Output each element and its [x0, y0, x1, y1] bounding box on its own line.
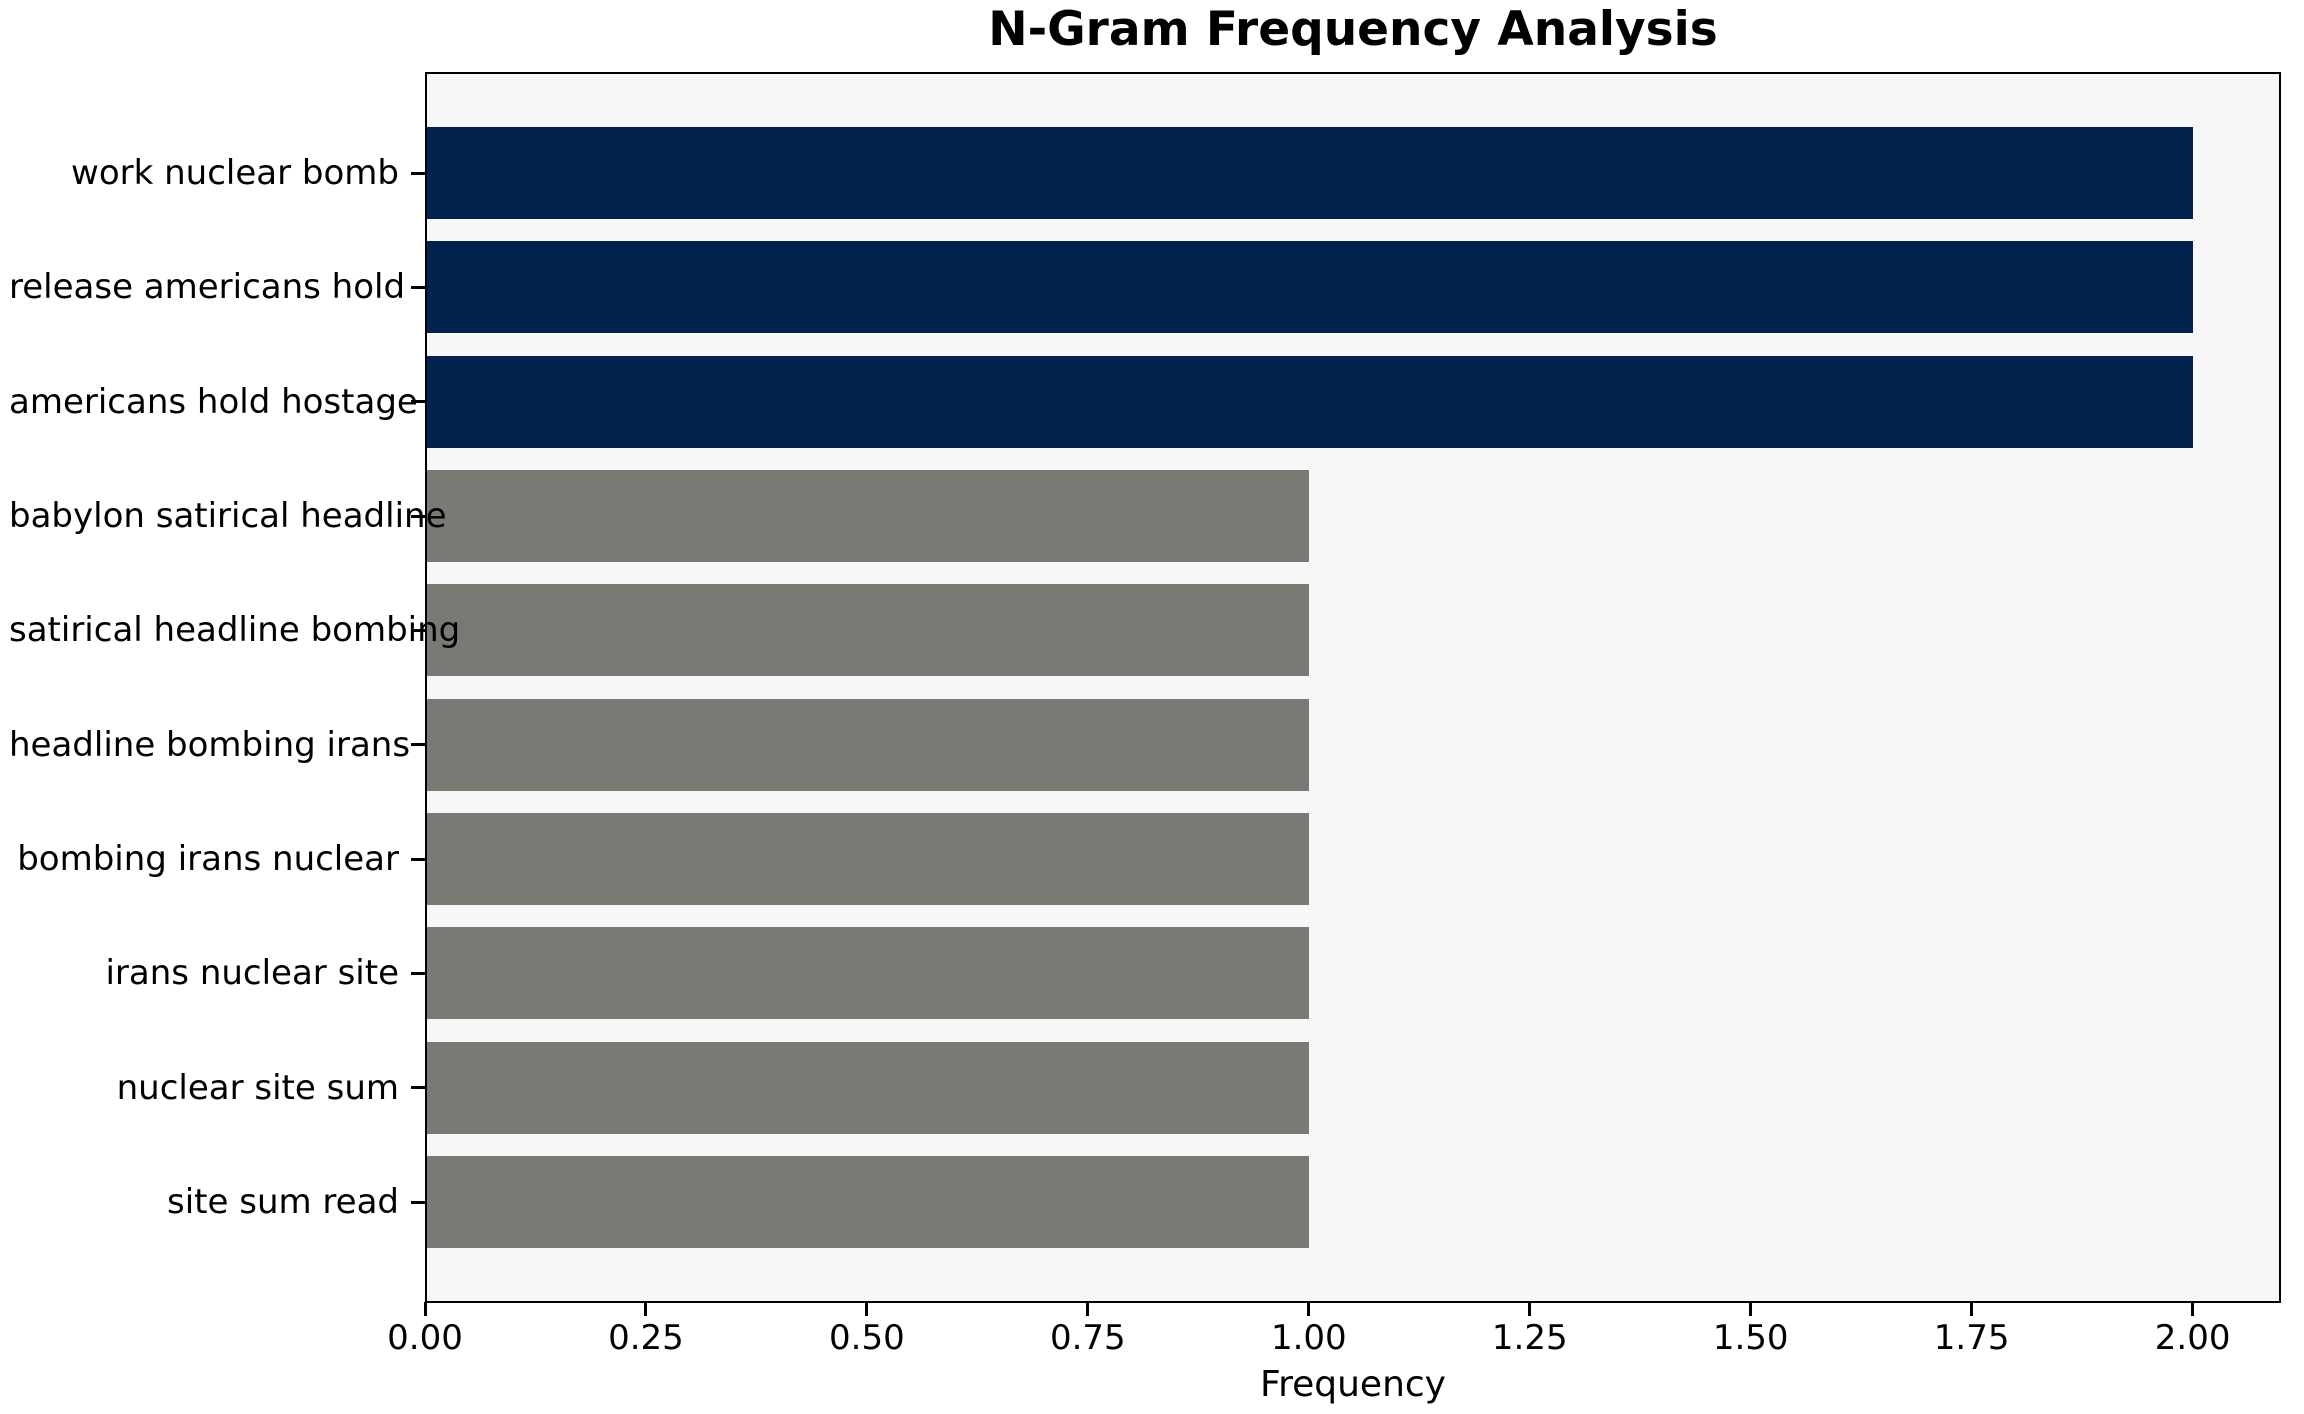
bar	[427, 127, 2193, 219]
y-tick-mark	[411, 971, 425, 975]
bar	[427, 584, 1309, 677]
y-tick-label: irans nuclear site	[105, 953, 399, 994]
x-axis-label: Frequency	[1260, 1364, 1446, 1405]
bar	[427, 470, 1309, 562]
y-tick-label: bombing irans nuclear	[17, 839, 399, 879]
bar	[427, 927, 1309, 1020]
y-tick-mark	[411, 285, 425, 289]
y-tick-label: babylon satirical headline	[9, 496, 447, 536]
y-tick-label: headline bombing irans	[9, 724, 411, 765]
y-tick-label: release americans hold	[9, 267, 406, 308]
y-tick-mark	[411, 857, 425, 861]
y-tick-mark	[411, 171, 425, 175]
y-tick-mark	[411, 1086, 425, 1090]
y-tick-mark	[411, 1200, 425, 1204]
y-tick-label: work nuclear bomb	[71, 153, 399, 193]
y-tick-label: site sum read	[167, 1182, 399, 1222]
x-tick-mark	[1086, 1302, 1090, 1316]
bar	[427, 241, 2193, 334]
x-tick-label: 1.25	[1491, 1318, 1568, 1358]
bar	[427, 698, 1309, 791]
x-tick-label: 0.25	[608, 1318, 684, 1358]
bar	[427, 355, 2193, 448]
x-tick-mark	[1528, 1302, 1532, 1316]
x-tick-mark	[644, 1302, 648, 1316]
y-tick-mark	[411, 628, 425, 632]
x-tick-label: 2.00	[2154, 1318, 2231, 1358]
x-tick-label: 1.75	[1933, 1318, 2010, 1358]
y-tick-mark	[411, 400, 425, 404]
x-tick-label: 1.50	[1712, 1318, 1789, 1358]
x-tick-mark	[1307, 1302, 1311, 1316]
x-tick-mark	[1749, 1302, 1753, 1316]
y-tick-mark	[411, 514, 425, 518]
y-tick-label: satirical headline bombing	[9, 610, 461, 651]
y-tick-label: americans hold hostage	[9, 381, 418, 422]
chart-title: N-Gram Frequency Analysis	[988, 2, 1718, 57]
y-tick-mark	[411, 743, 425, 747]
x-tick-label: 0.75	[1049, 1318, 1126, 1358]
x-tick-label: 1.00	[1270, 1318, 1347, 1358]
x-tick-mark	[865, 1302, 869, 1316]
x-tick-label: 0.00	[387, 1318, 463, 1358]
x-tick-label: 0.50	[829, 1318, 905, 1358]
bar	[427, 1156, 1309, 1248]
bar	[427, 813, 1309, 905]
x-tick-mark	[1970, 1302, 1974, 1316]
bar	[427, 1041, 1309, 1134]
y-tick-label: nuclear site sum	[116, 1067, 399, 1108]
x-tick-mark	[423, 1302, 427, 1316]
x-tick-mark	[2191, 1302, 2195, 1316]
